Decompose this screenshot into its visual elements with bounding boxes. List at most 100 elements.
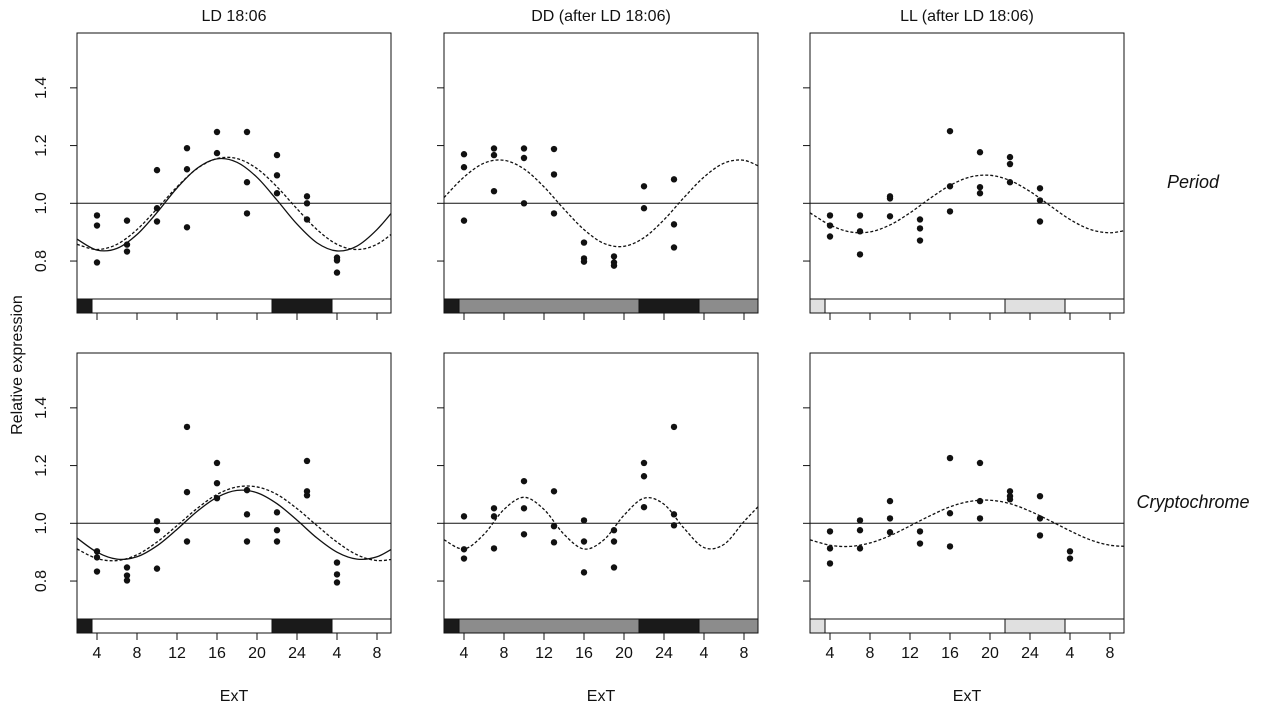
- data-point: [670, 522, 678, 529]
- data-point: [333, 257, 341, 264]
- data-point: [610, 538, 618, 545]
- photoperiod-bar: [91, 618, 273, 634]
- y-tick-label: 0.8: [33, 570, 50, 592]
- photoperiod-bar: [76, 618, 93, 634]
- x-tick-label: 16: [208, 645, 226, 662]
- data-point: [153, 527, 161, 534]
- data-point: [490, 513, 498, 520]
- data-point: [490, 505, 498, 512]
- y-tick-label: 1.2: [33, 134, 50, 156]
- data-point: [640, 183, 648, 190]
- data-point: [183, 224, 191, 231]
- x-tick-label: 12: [535, 645, 553, 662]
- data-point: [520, 477, 528, 485]
- data-point: [303, 216, 311, 223]
- data-point: [123, 577, 131, 584]
- data-point: [580, 569, 588, 576]
- data-point: [273, 190, 281, 197]
- panel-frame: [443, 32, 759, 314]
- photoperiod-bar: [824, 298, 1006, 314]
- data-point: [123, 572, 131, 579]
- fit-curve: [444, 159, 758, 248]
- data-point: [213, 494, 221, 502]
- data-point: [243, 179, 251, 186]
- x-tick-label: 16: [575, 645, 593, 662]
- data-point: [1036, 197, 1044, 204]
- panel: ExT 0.8 1.0 1.2 1.4 4 8 12 16 20 24 4 8: [33, 352, 392, 705]
- data-point: [243, 128, 251, 136]
- data-point: [550, 210, 558, 217]
- data-point: [916, 216, 924, 223]
- data-point: [640, 503, 648, 511]
- data-point: [213, 149, 221, 157]
- data-point: [1036, 185, 1044, 192]
- data-point: [153, 205, 161, 212]
- data-point: [550, 488, 558, 495]
- data-point: [946, 208, 954, 215]
- data-point: [520, 531, 528, 538]
- data-point: [856, 251, 864, 258]
- x-tick-label: 20: [615, 645, 633, 662]
- fit-curve: [810, 174, 1124, 234]
- data-point: [153, 218, 161, 225]
- panel-frame: [809, 352, 1125, 634]
- y-tick-label: 0.8: [33, 250, 50, 272]
- photoperiod-bar: [698, 298, 759, 314]
- data-point: [946, 183, 954, 190]
- data-point: [1006, 496, 1014, 503]
- data-point: [856, 545, 864, 552]
- data-point: [303, 193, 311, 200]
- x-axis-label: ExT: [587, 688, 616, 705]
- x-tick-label: 12: [168, 645, 186, 662]
- fit-curve: [810, 499, 1124, 548]
- data-point: [460, 164, 468, 171]
- x-tick-label: 4: [700, 645, 709, 662]
- data-point: [1036, 218, 1044, 225]
- data-point: [610, 527, 618, 534]
- data-point: [93, 568, 101, 575]
- data-point: [916, 237, 924, 244]
- panel-frame: [809, 32, 1125, 314]
- data-point: [610, 564, 618, 571]
- data-point: [976, 497, 984, 505]
- x-axis-label: ExT: [220, 688, 249, 705]
- data-point: [183, 488, 191, 496]
- data-point: [243, 538, 251, 545]
- data-point: [460, 546, 468, 553]
- data-point: [303, 457, 311, 465]
- data-point: [93, 554, 101, 561]
- photoperiod-bar: [638, 298, 700, 314]
- panel: DD (after LD 18:06): [437, 8, 759, 320]
- y-tick-label: 1.0: [33, 192, 50, 214]
- data-point: [856, 527, 864, 534]
- data-point: [303, 492, 311, 499]
- panel-title: LD 18:06: [202, 8, 267, 25]
- data-point: [333, 559, 341, 566]
- photoperiod-bar: [824, 618, 1006, 634]
- data-point: [520, 200, 528, 207]
- data-point: [123, 217, 131, 224]
- data-point: [93, 548, 101, 555]
- data-point: [826, 528, 834, 535]
- data-point: [856, 517, 864, 524]
- data-point: [520, 505, 528, 512]
- data-point: [976, 149, 984, 156]
- data-point: [243, 486, 251, 494]
- data-point: [550, 145, 558, 153]
- photoperiod-bar: [458, 618, 640, 634]
- x-tick-label: 4: [460, 645, 469, 662]
- data-point: [243, 511, 251, 518]
- photoperiod-bar: [458, 298, 640, 314]
- data-point: [946, 454, 954, 462]
- data-point: [153, 518, 161, 525]
- data-point: [916, 225, 924, 232]
- data-point: [826, 222, 834, 229]
- data-point: [856, 212, 864, 219]
- data-point: [93, 259, 101, 266]
- data-point: [976, 515, 984, 522]
- data-point: [123, 564, 131, 571]
- data-point: [520, 145, 528, 152]
- data-point: [183, 166, 191, 173]
- x-tick-label: 8: [373, 645, 382, 662]
